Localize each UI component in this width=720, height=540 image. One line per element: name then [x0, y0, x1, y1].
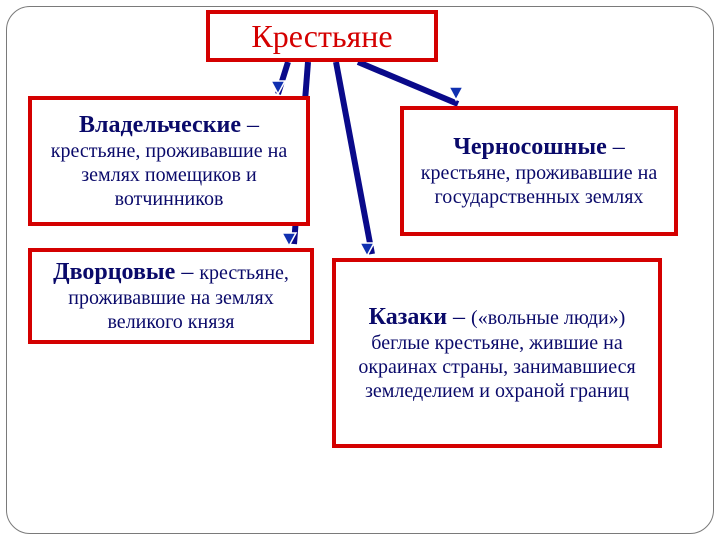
node-dvor-dash: – — [175, 259, 199, 285]
root-box: Крестьяне — [206, 10, 438, 62]
node-cherno-desc: крестьяне, проживавшие на государственны… — [421, 162, 657, 208]
node-vlad-dash: – — [241, 112, 259, 138]
node-cherno-dash: – — [607, 134, 625, 160]
root-title: Крестьяне — [251, 18, 392, 55]
node-vlad-text: Владельческие – крестьяне, проживавшие н… — [42, 111, 296, 212]
node-dvor: Дворцовые – крестьяне, проживавшие на зе… — [28, 248, 314, 344]
node-cherno-text: Черносошные – крестьяне, проживавшие на … — [414, 133, 664, 210]
node-cherno-term: Черносошные — [453, 134, 607, 160]
node-vlad-desc: крестьяне, проживавшие на землях помещик… — [51, 140, 287, 210]
node-vlad-term: Владельческие — [79, 112, 241, 138]
node-dvor-text: Дворцовые – крестьяне, проживавшие на зе… — [42, 258, 300, 335]
node-kazaki: Казаки – («вольные люди») беглые крестья… — [332, 258, 662, 448]
node-kazaki-text: Казаки – («вольные люди») беглые крестья… — [346, 303, 648, 404]
node-dvor-term: Дворцовые — [53, 259, 175, 285]
node-cherno: Черносошные – крестьяне, проживавшие на … — [400, 106, 678, 236]
node-vlad: Владельческие – крестьяне, проживавшие н… — [28, 96, 310, 226]
node-kazaki-dash: – — [447, 304, 471, 330]
node-kazaki-term: Казаки — [369, 304, 447, 330]
